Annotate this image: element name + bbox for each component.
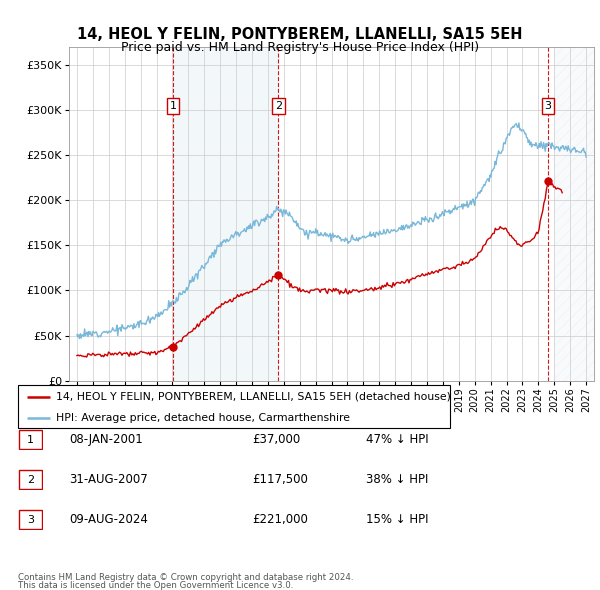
Text: 1: 1	[169, 101, 176, 111]
Text: 1: 1	[27, 435, 34, 444]
Text: £117,500: £117,500	[252, 473, 308, 486]
FancyBboxPatch shape	[19, 430, 42, 449]
Text: 3: 3	[27, 515, 34, 525]
Text: 47% ↓ HPI: 47% ↓ HPI	[366, 433, 428, 446]
Text: 31-AUG-2007: 31-AUG-2007	[69, 473, 148, 486]
Text: £221,000: £221,000	[252, 513, 308, 526]
Text: 14, HEOL Y FELIN, PONTYBEREM, LLANELLI, SA15 5EH: 14, HEOL Y FELIN, PONTYBEREM, LLANELLI, …	[77, 27, 523, 41]
Text: £37,000: £37,000	[252, 433, 300, 446]
Text: Price paid vs. HM Land Registry's House Price Index (HPI): Price paid vs. HM Land Registry's House …	[121, 41, 479, 54]
FancyBboxPatch shape	[19, 470, 42, 489]
FancyBboxPatch shape	[18, 385, 450, 428]
Text: 2: 2	[27, 475, 34, 484]
FancyBboxPatch shape	[19, 510, 42, 529]
Text: 14, HEOL Y FELIN, PONTYBEREM, LLANELLI, SA15 5EH (detached house): 14, HEOL Y FELIN, PONTYBEREM, LLANELLI, …	[56, 392, 451, 402]
Text: 15% ↓ HPI: 15% ↓ HPI	[366, 513, 428, 526]
Bar	[554, 47, 594, 381]
Text: This data is licensed under the Open Government Licence v3.0.: This data is licensed under the Open Gov…	[18, 581, 293, 590]
Text: HPI: Average price, detached house, Carmarthenshire: HPI: Average price, detached house, Carm…	[56, 414, 350, 424]
Text: 08-JAN-2001: 08-JAN-2001	[69, 433, 143, 446]
Bar	[173, 47, 278, 381]
Text: 2: 2	[275, 101, 282, 111]
Text: 09-AUG-2024: 09-AUG-2024	[69, 513, 148, 526]
Text: Contains HM Land Registry data © Crown copyright and database right 2024.: Contains HM Land Registry data © Crown c…	[18, 572, 353, 582]
Text: 3: 3	[545, 101, 551, 111]
Text: 38% ↓ HPI: 38% ↓ HPI	[366, 473, 428, 486]
